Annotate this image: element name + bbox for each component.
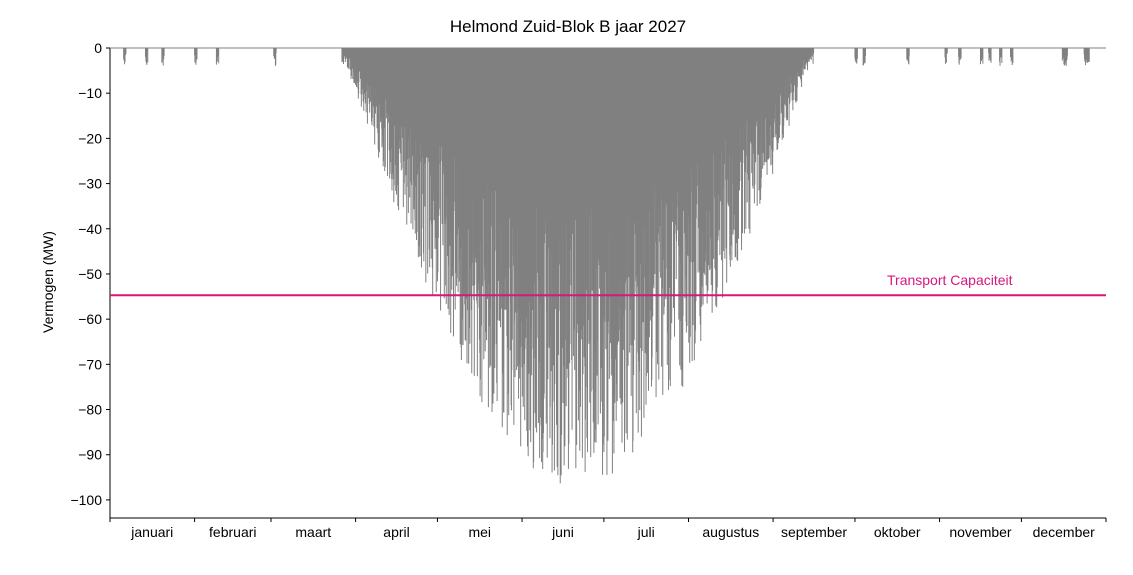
x-tick-label-oktober: oktober	[874, 524, 921, 540]
bars-layer	[123, 48, 1090, 484]
x-tick-label-januari: januari	[130, 524, 173, 540]
x-tick-label-mei: mei	[468, 524, 491, 540]
y-tick-label: −20	[78, 130, 102, 146]
x-tick-label-september: september	[781, 524, 847, 540]
x-tick-label-juni: juni	[551, 524, 574, 540]
y-axis-label: Vermogen (MW)	[40, 231, 56, 333]
x-tick-label-november: november	[949, 524, 1012, 540]
x-tick-label-februari: februari	[209, 524, 256, 540]
y-tick-label: −70	[78, 356, 102, 372]
x-tick-label-juli: juli	[637, 524, 655, 540]
chart-title: Helmond Zuid-Blok B jaar 2027	[450, 17, 686, 36]
y-tick-label: −90	[78, 447, 102, 463]
x-tick-label-maart: maart	[295, 524, 331, 540]
x-tick-label-april: april	[383, 524, 409, 540]
y-tick-label: −50	[78, 266, 102, 282]
transport-capacity-label: Transport Capaciteit	[887, 272, 1013, 288]
axes-layer: 0 −10 −20 −30 −40 −50 −60 −70 −80 −90 −100 januari f…	[70, 40, 1107, 540]
y-tick-label: −80	[78, 402, 102, 418]
y-tick-label: 0	[94, 40, 102, 56]
y-tick-label: −100	[70, 492, 102, 508]
y-tick-label: −40	[78, 221, 102, 237]
x-tick-label-december: december	[1033, 524, 1096, 540]
x-tick-label-augustus: augustus	[702, 524, 759, 540]
y-tick-label: −10	[78, 85, 102, 101]
y-tick-label: −30	[78, 176, 102, 192]
y-tick-label: −60	[78, 311, 102, 327]
